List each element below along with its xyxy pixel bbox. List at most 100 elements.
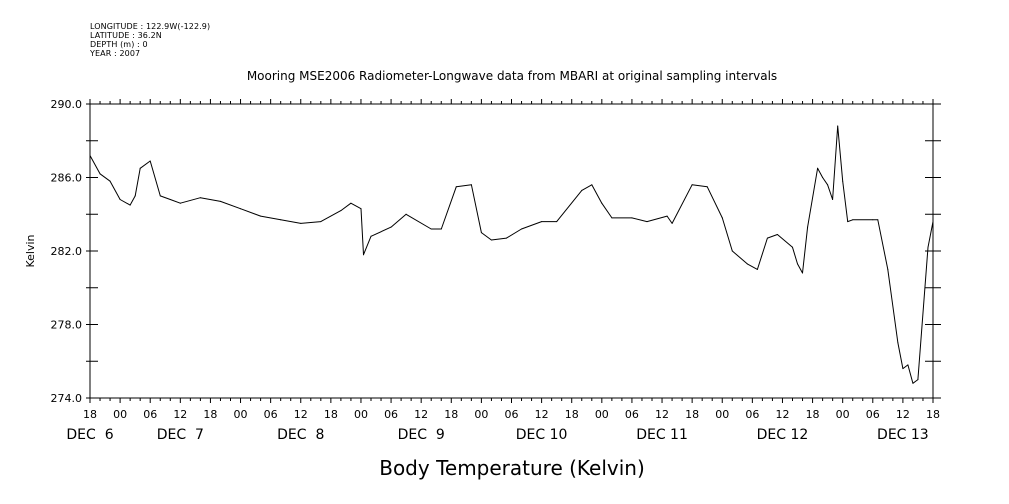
latitude-label: LATITUDE : 36.2N — [90, 31, 162, 40]
x-tick-label-hour: 12 — [775, 408, 789, 421]
x-axis-label: Body Temperature (Kelvin) — [379, 456, 645, 480]
x-tick-label-hour: 12 — [896, 408, 910, 421]
x-tick-label-hour: 00 — [354, 408, 368, 421]
data-point — [852, 219, 854, 221]
x-tick-label-hour: 00 — [595, 408, 609, 421]
data-point — [822, 177, 824, 178]
plot-frame — [89, 103, 934, 399]
x-tick-label-hour: 06 — [384, 408, 398, 421]
data-point — [455, 186, 457, 188]
year-label: YEAR : 2007 — [90, 49, 141, 58]
data-point — [731, 250, 733, 252]
data-point — [907, 364, 909, 366]
data-point — [370, 235, 372, 237]
data-point — [746, 263, 748, 265]
data-point — [877, 219, 879, 221]
x-tick-label-day: DEC 8 — [277, 427, 324, 443]
x-tick-label-hour: 06 — [264, 408, 278, 421]
data-point — [666, 215, 668, 217]
data-point — [817, 167, 819, 169]
x-tick-label-hour: 06 — [745, 408, 759, 421]
data-point — [646, 221, 648, 223]
data-point — [631, 217, 633, 219]
x-tick-label-day: DEC 6 — [66, 427, 113, 443]
data-point — [521, 228, 522, 230]
data-point — [220, 200, 221, 202]
data-point — [591, 184, 593, 186]
x-tick-label-hour: 06 — [505, 408, 519, 421]
data-point — [490, 239, 492, 241]
data-point — [360, 208, 362, 210]
data-point — [260, 215, 262, 217]
x-tick-label-day: DEC 9 — [398, 427, 445, 443]
x-tick-label-hour: 18 — [565, 408, 579, 421]
data-point — [897, 342, 899, 344]
x-tick-label-hour: 06 — [143, 408, 157, 421]
y-axis-label: Kelvin — [24, 234, 37, 267]
x-tick-label-hour: 06 — [625, 408, 639, 421]
data-point — [706, 186, 708, 188]
x-tick-label-hour: 18 — [83, 408, 97, 421]
data-point — [129, 204, 131, 206]
x-tick-label-hour: 00 — [234, 408, 248, 421]
x-tick-label-hour: 12 — [535, 408, 549, 421]
data-point — [756, 268, 758, 270]
x-tick-label-hour: 18 — [926, 408, 940, 421]
data-point — [556, 221, 558, 223]
data-point — [109, 180, 111, 182]
data-point — [430, 228, 432, 230]
data-point — [827, 184, 829, 186]
data-point — [320, 221, 322, 223]
x-tick-label-hour: 00 — [474, 408, 488, 421]
data-point — [139, 167, 141, 169]
data-point — [134, 195, 136, 197]
data-point — [390, 226, 392, 228]
data-point — [541, 221, 543, 223]
x-tick-label-hour: 00 — [836, 408, 850, 421]
data-point — [89, 155, 91, 156]
data-point — [691, 184, 693, 186]
data-point — [611, 217, 613, 219]
x-tick-label-day: DEC 10 — [516, 427, 568, 443]
data-point — [671, 222, 673, 224]
data-point — [887, 268, 889, 270]
data-point — [300, 222, 302, 224]
x-tick-label-hour: 18 — [806, 408, 820, 421]
data-point — [601, 202, 603, 204]
data-point — [169, 199, 171, 200]
data-point — [766, 237, 768, 239]
x-tick-label-hour: 18 — [324, 408, 338, 421]
data-point — [440, 228, 442, 230]
data-point — [363, 254, 364, 256]
y-tick-label: 286.0 — [51, 172, 83, 185]
data-point — [119, 199, 121, 200]
x-tick-label-hour: 12 — [414, 408, 428, 421]
data-point — [902, 368, 904, 370]
series-line — [89, 125, 934, 384]
data-point — [912, 382, 914, 384]
data-point — [506, 237, 507, 239]
data-point — [480, 232, 482, 234]
data-point — [340, 210, 342, 212]
data-point — [832, 199, 834, 200]
data-point — [802, 272, 803, 274]
x-tick-label-day: DEC 13 — [877, 427, 929, 443]
axis-tick-labels: 18 00 06 12 18 00 06 12 18 00 06 12 18 00 06 12 18 00 06 12… — [51, 98, 941, 443]
data-point — [99, 173, 101, 175]
data-point — [927, 246, 929, 248]
data-point — [721, 217, 723, 219]
data-point — [792, 246, 793, 248]
x-tick-label-hour: 18 — [444, 408, 458, 421]
y-tick-label: 282.0 — [51, 245, 83, 258]
data-point — [280, 219, 282, 221]
data-point — [847, 221, 849, 223]
x-tick-label-hour: 12 — [294, 408, 308, 421]
chart-title: Mooring MSE2006 Radiometer-Longwave data… — [247, 69, 777, 83]
data-point — [405, 213, 407, 215]
data-point — [837, 125, 839, 127]
data-point — [932, 221, 934, 223]
data-point — [807, 226, 809, 228]
data-point — [179, 202, 181, 204]
data-point — [350, 202, 352, 204]
